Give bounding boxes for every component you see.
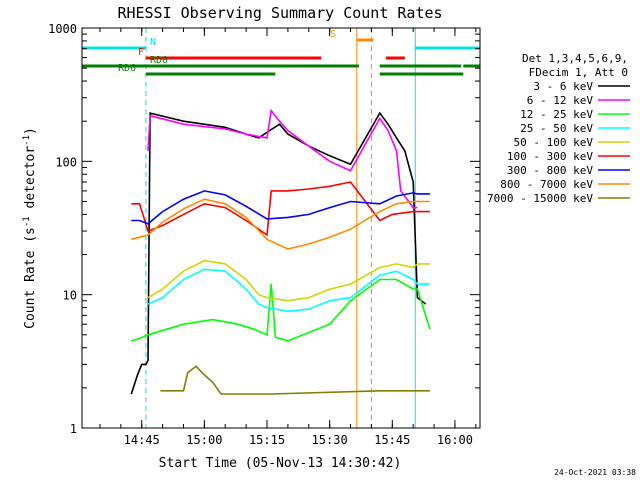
flag-label-f: F bbox=[138, 47, 144, 58]
series-7000-15000-kev bbox=[160, 365, 430, 395]
x-tick-label-15-15: 15:15 bbox=[249, 433, 285, 447]
legend-label-100-300-kev: 100 - 300 keV bbox=[507, 150, 593, 163]
series-12-25-kev bbox=[131, 278, 431, 342]
series-3-6-kev bbox=[130, 111, 427, 395]
series-300-800-kev bbox=[131, 190, 430, 225]
legend-label-7000-15000-kev: 7000 - 15000 keV bbox=[487, 192, 593, 205]
y-axis-label: Count Rate (s-1 detector-1) bbox=[22, 127, 38, 329]
legend-label-50-100-kev: 50 - 100 keV bbox=[514, 136, 594, 149]
legend-label-3-6-kev: 3 - 6 keV bbox=[533, 80, 593, 93]
y-tick-label-1000: 1000 bbox=[48, 22, 77, 36]
legend-header-line-2: FDecim 1, Att 0 bbox=[529, 66, 628, 79]
flag-label-rd6: RD6 bbox=[118, 63, 136, 74]
series-100-300-kev bbox=[131, 181, 430, 237]
x-axis-label: Start Time (05-Nov-13 14:30:42) bbox=[159, 456, 402, 471]
legend-label-300-800-kev: 300 - 800 keV bbox=[507, 164, 593, 177]
flag-label-n: N bbox=[150, 37, 156, 48]
x-tick-label-16-00: 16:00 bbox=[437, 433, 473, 447]
series-25-50-kev bbox=[147, 268, 430, 313]
x-tick-label-15-00: 15:00 bbox=[186, 433, 222, 447]
x-tick-label-15-45: 15:45 bbox=[374, 433, 410, 447]
y-tick-label-1: 1 bbox=[70, 422, 77, 436]
legend-label-800-7000-kev: 800 - 7000 keV bbox=[500, 178, 593, 191]
flag-label-s: S bbox=[330, 29, 336, 40]
legend-label-25-50-kev: 25 - 50 keV bbox=[520, 122, 593, 135]
timestamp: 24-Oct-2021 03:38 bbox=[554, 468, 636, 477]
chart-title: RHESSI Observing Summary Count Rates bbox=[117, 4, 442, 22]
legend-label-6-12-kev: 6 - 12 keV bbox=[527, 94, 594, 107]
flag-label-rd0: RD0 bbox=[150, 55, 168, 66]
x-tick-label-14-45: 14:45 bbox=[124, 433, 160, 447]
plot-frame bbox=[81, 27, 481, 429]
legend-header-line-1: Det 1,3,4,5,6,9, bbox=[522, 52, 628, 65]
series-50-100-kev bbox=[147, 259, 430, 302]
series-6-12-kev bbox=[147, 108, 418, 209]
x-tick-label-15-30: 15:30 bbox=[312, 433, 348, 447]
y-tick-label-100: 100 bbox=[55, 155, 77, 169]
series-800-7000-kev bbox=[131, 198, 430, 250]
y-tick-label-10: 10 bbox=[63, 289, 77, 303]
legend-label-12-25-kev: 12 - 25 keV bbox=[520, 108, 593, 121]
